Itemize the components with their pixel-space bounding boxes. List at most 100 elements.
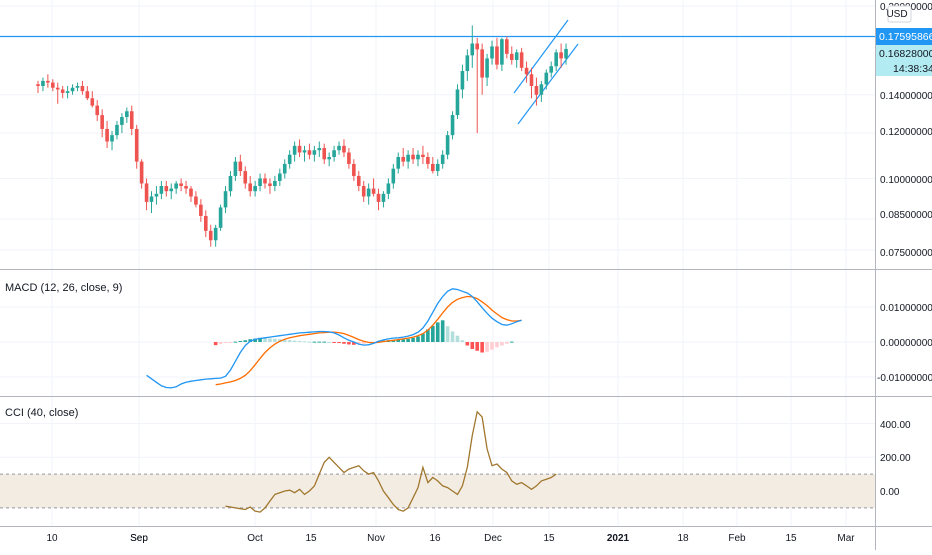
- candle-body: [352, 163, 356, 176]
- cci-line: [225, 410, 557, 513]
- macd-histogram-bar: [440, 320, 445, 342]
- macd-histogram-bar: [435, 322, 440, 342]
- price-axis[interactable]: 0.200000000.140000000.120000000.10000000…: [876, 2, 932, 259]
- macd-histogram-bar: [401, 339, 405, 342]
- candle-body: [292, 145, 297, 155]
- macd-histogram-bar: [460, 340, 465, 342]
- candle-body: [302, 150, 307, 153]
- candle-body: [238, 161, 243, 172]
- macd-histogram-bar: [505, 342, 509, 344]
- candle-body: [307, 150, 312, 155]
- candle-body: [278, 173, 282, 181]
- candle-body: [115, 124, 119, 136]
- macd-histogram-bar: [297, 340, 302, 342]
- candle-body: [509, 53, 514, 60]
- price-tick-label: 0.10000000: [880, 175, 932, 186]
- candle-body: [223, 191, 228, 208]
- candle-body: [564, 48, 568, 59]
- macd-histogram-bar: [406, 338, 410, 342]
- candle-body: [46, 80, 50, 83]
- macd-histogram-bar: [342, 342, 346, 344]
- candle-body: [208, 230, 213, 241]
- candle-body: [524, 67, 529, 75]
- macd-histogram-bar: [337, 342, 341, 344]
- time-tick-label: Sep: [130, 533, 148, 544]
- candle-body: [203, 215, 208, 231]
- price-tick-label: 0.08500000: [880, 210, 932, 221]
- candle-body: [169, 188, 174, 192]
- time-tick-label: Oct: [247, 533, 263, 544]
- time-tick-label: 15: [305, 533, 317, 544]
- candle-body: [381, 193, 386, 202]
- currency-label[interactable]: USD: [886, 9, 907, 20]
- macd-histogram-bar: [475, 342, 480, 351]
- candle-body: [495, 46, 499, 65]
- candle-body: [149, 196, 154, 202]
- time-tick-label: 15: [543, 533, 555, 544]
- candle-body: [253, 186, 257, 192]
- candle-body: [125, 111, 129, 118]
- macd-tick-label: -0.01000000: [877, 373, 932, 384]
- macd-tick-label: 0.01000000: [880, 303, 932, 314]
- macd-histogram-bar: [253, 338, 257, 342]
- candle-body: [159, 186, 164, 194]
- candle-body: [228, 175, 233, 192]
- candle-body: [189, 188, 193, 197]
- macd-axis[interactable]: 0.01000000 0.00000000 -0.01000000: [877, 303, 932, 384]
- price-tick-label: 0.12000000: [880, 127, 932, 138]
- last-price-value: 0.16828000: [879, 48, 932, 60]
- cci-band-fill: [0, 474, 875, 508]
- candle-body: [233, 161, 238, 176]
- macd-histogram-bar: [450, 331, 455, 342]
- candle-body: [361, 186, 366, 197]
- candle-body: [95, 105, 100, 116]
- candle-body: [105, 128, 109, 142]
- horizontal-line-tag: [876, 28, 932, 45]
- candle-body: [347, 152, 351, 164]
- macd-histogram-bar: [263, 338, 267, 342]
- candle-body: [376, 193, 381, 202]
- candle-body: [174, 183, 178, 189]
- candle-body: [80, 86, 85, 92]
- macd-histogram-bar: [421, 333, 425, 342]
- candle-body: [120, 117, 124, 125]
- candlestick-series: [36, 25, 568, 247]
- candle-body: [386, 183, 391, 194]
- candle-body: [317, 148, 322, 151]
- countdown-value: 14:38:34: [893, 63, 932, 75]
- macd-histogram-bar: [431, 325, 435, 342]
- candle-body: [129, 111, 134, 129]
- time-tick-label: 15: [785, 533, 797, 544]
- macd-histogram-bar: [411, 337, 415, 342]
- candle-body: [70, 87, 75, 92]
- candle-body: [416, 154, 420, 160]
- macd-histogram-bar: [327, 342, 331, 343]
- macd-histogram-bar: [480, 342, 484, 353]
- macd-histogram-bar: [356, 342, 361, 345]
- candle-body: [154, 193, 159, 197]
- macd-histogram-bar: [223, 342, 228, 344]
- macd-histogram-bar: [445, 326, 450, 342]
- macd-line: [146, 288, 522, 389]
- candle-body: [445, 135, 450, 155]
- macd-histogram-bar: [218, 342, 223, 345]
- candle-body: [218, 207, 223, 228]
- macd-histogram-bar: [302, 341, 307, 343]
- cci-axis[interactable]: 400.00 200.00 0.00: [880, 420, 911, 498]
- currency-box: [887, 5, 912, 23]
- candle-body: [435, 163, 440, 172]
- macd-histogram-bar: [347, 342, 351, 345]
- macd-title: MACD (12, 26, close, 9): [5, 282, 122, 294]
- candle-body: [539, 84, 544, 95]
- time-tick-label: 2021: [607, 533, 630, 544]
- candle-body: [179, 183, 183, 187]
- candle-body: [544, 72, 549, 85]
- candle-body: [327, 156, 331, 160]
- horizontal-line-value: 0.17595866: [879, 31, 932, 43]
- candle-body: [312, 150, 317, 155]
- macd-tick-label: 0.00000000: [880, 338, 932, 349]
